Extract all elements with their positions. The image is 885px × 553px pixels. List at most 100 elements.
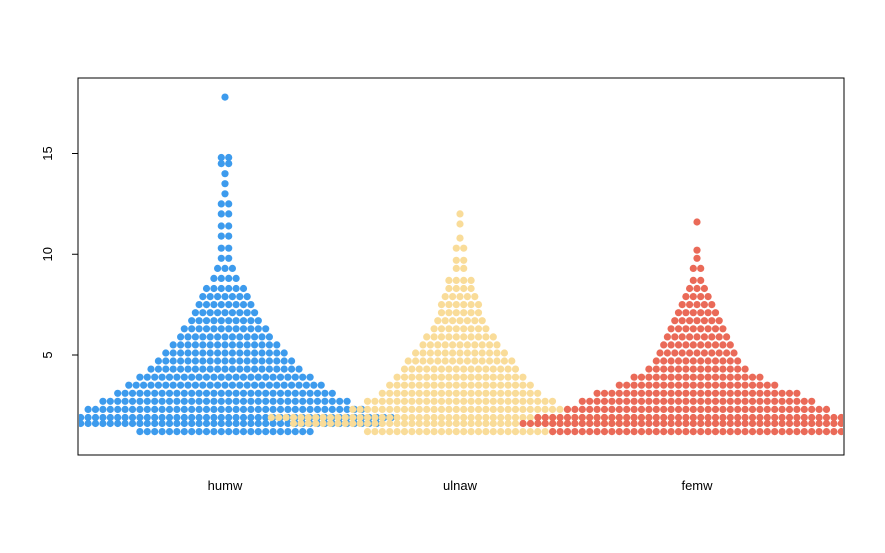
point-humw: [228, 381, 236, 389]
point-humw: [232, 405, 240, 413]
point-femw: [600, 428, 609, 436]
point-humw: [206, 341, 214, 349]
point-femw: [771, 405, 779, 413]
point-humw: [269, 397, 277, 405]
point-humw: [114, 419, 122, 428]
point-ulnaw: [482, 373, 490, 381]
point-humw: [214, 293, 222, 301]
point-humw: [217, 274, 225, 282]
point-humw: [195, 389, 203, 397]
point-ulnaw: [497, 373, 505, 381]
point-femw: [730, 349, 738, 357]
point-ulnaw: [452, 397, 460, 405]
point-humw: [180, 419, 188, 428]
point-humw: [239, 389, 248, 397]
point-ulnaw: [467, 373, 475, 381]
point-humw: [236, 349, 244, 357]
point-ulnaw: [519, 405, 527, 413]
point-femw: [674, 389, 683, 397]
point-humw: [99, 397, 107, 405]
point-humw: [254, 325, 262, 333]
point-humw: [210, 405, 218, 413]
point-ulnaw: [423, 413, 431, 422]
point-humw: [221, 349, 229, 357]
point-humw: [128, 419, 137, 428]
point-femw: [726, 357, 734, 365]
point-humw: [221, 365, 229, 373]
point-femw: [660, 419, 668, 428]
point-femw: [652, 389, 660, 397]
point-femw: [763, 397, 771, 405]
point-femw: [667, 325, 675, 333]
point-femw: [660, 389, 668, 397]
point-femw: [748, 373, 757, 381]
point-humw: [343, 405, 351, 413]
point-humw: [221, 341, 229, 349]
point-femw: [711, 357, 720, 365]
point-femw: [630, 373, 638, 381]
point-humw: [254, 317, 262, 325]
point-femw: [689, 405, 697, 413]
point-humw: [214, 349, 222, 357]
point-femw: [678, 349, 686, 357]
point-humw: [236, 365, 244, 373]
point-femw: [667, 373, 675, 381]
point-humw: [158, 405, 166, 413]
point-femw: [563, 413, 572, 422]
point-femw: [637, 413, 646, 422]
point-ulnaw: [267, 413, 275, 422]
point-femw: [652, 357, 660, 365]
point-humw: [151, 428, 159, 436]
point-femw: [656, 349, 664, 357]
point-ulnaw: [511, 405, 520, 413]
point-femw: [600, 389, 609, 397]
point-ulnaw: [467, 276, 475, 284]
point-humw: [321, 405, 329, 413]
point-humw: [177, 381, 185, 389]
point-humw: [128, 405, 137, 413]
point-femw: [689, 389, 697, 397]
point-humw: [217, 254, 225, 262]
point-ulnaw: [408, 373, 416, 381]
point-ulnaw: [556, 405, 564, 413]
point-humw: [114, 405, 122, 413]
point-femw: [615, 413, 623, 422]
point-humw: [210, 373, 218, 381]
point-femw: [667, 419, 675, 428]
point-ulnaw: [456, 220, 464, 228]
point-humw: [180, 397, 188, 405]
point-ulnaw: [297, 419, 305, 428]
point-humw: [162, 357, 170, 365]
point-humw: [114, 397, 122, 405]
point-femw: [563, 428, 572, 436]
point-ulnaw: [511, 428, 520, 436]
point-femw: [711, 381, 720, 389]
point-humw: [258, 333, 266, 341]
point-femw: [704, 357, 712, 365]
point-humw: [225, 222, 233, 230]
point-femw: [715, 349, 723, 357]
point-femw: [600, 419, 609, 428]
point-femw: [593, 419, 601, 428]
point-ulnaw: [437, 428, 446, 436]
point-humw: [288, 357, 296, 365]
point-humw: [214, 309, 222, 317]
point-femw: [756, 381, 764, 389]
point-ulnaw: [412, 349, 420, 357]
point-ulnaw: [534, 389, 542, 397]
point-ulnaw: [408, 389, 416, 397]
point-ulnaw: [430, 405, 438, 413]
point-ulnaw: [341, 413, 349, 422]
point-femw: [697, 309, 705, 317]
point-ulnaw: [482, 405, 490, 413]
point-humw: [173, 397, 181, 405]
point-ulnaw: [445, 365, 453, 373]
point-ulnaw: [386, 419, 394, 428]
point-ulnaw: [363, 428, 372, 436]
point-femw: [822, 413, 831, 422]
point-ulnaw: [460, 309, 468, 317]
point-ulnaw: [497, 405, 505, 413]
point-femw: [697, 389, 705, 397]
